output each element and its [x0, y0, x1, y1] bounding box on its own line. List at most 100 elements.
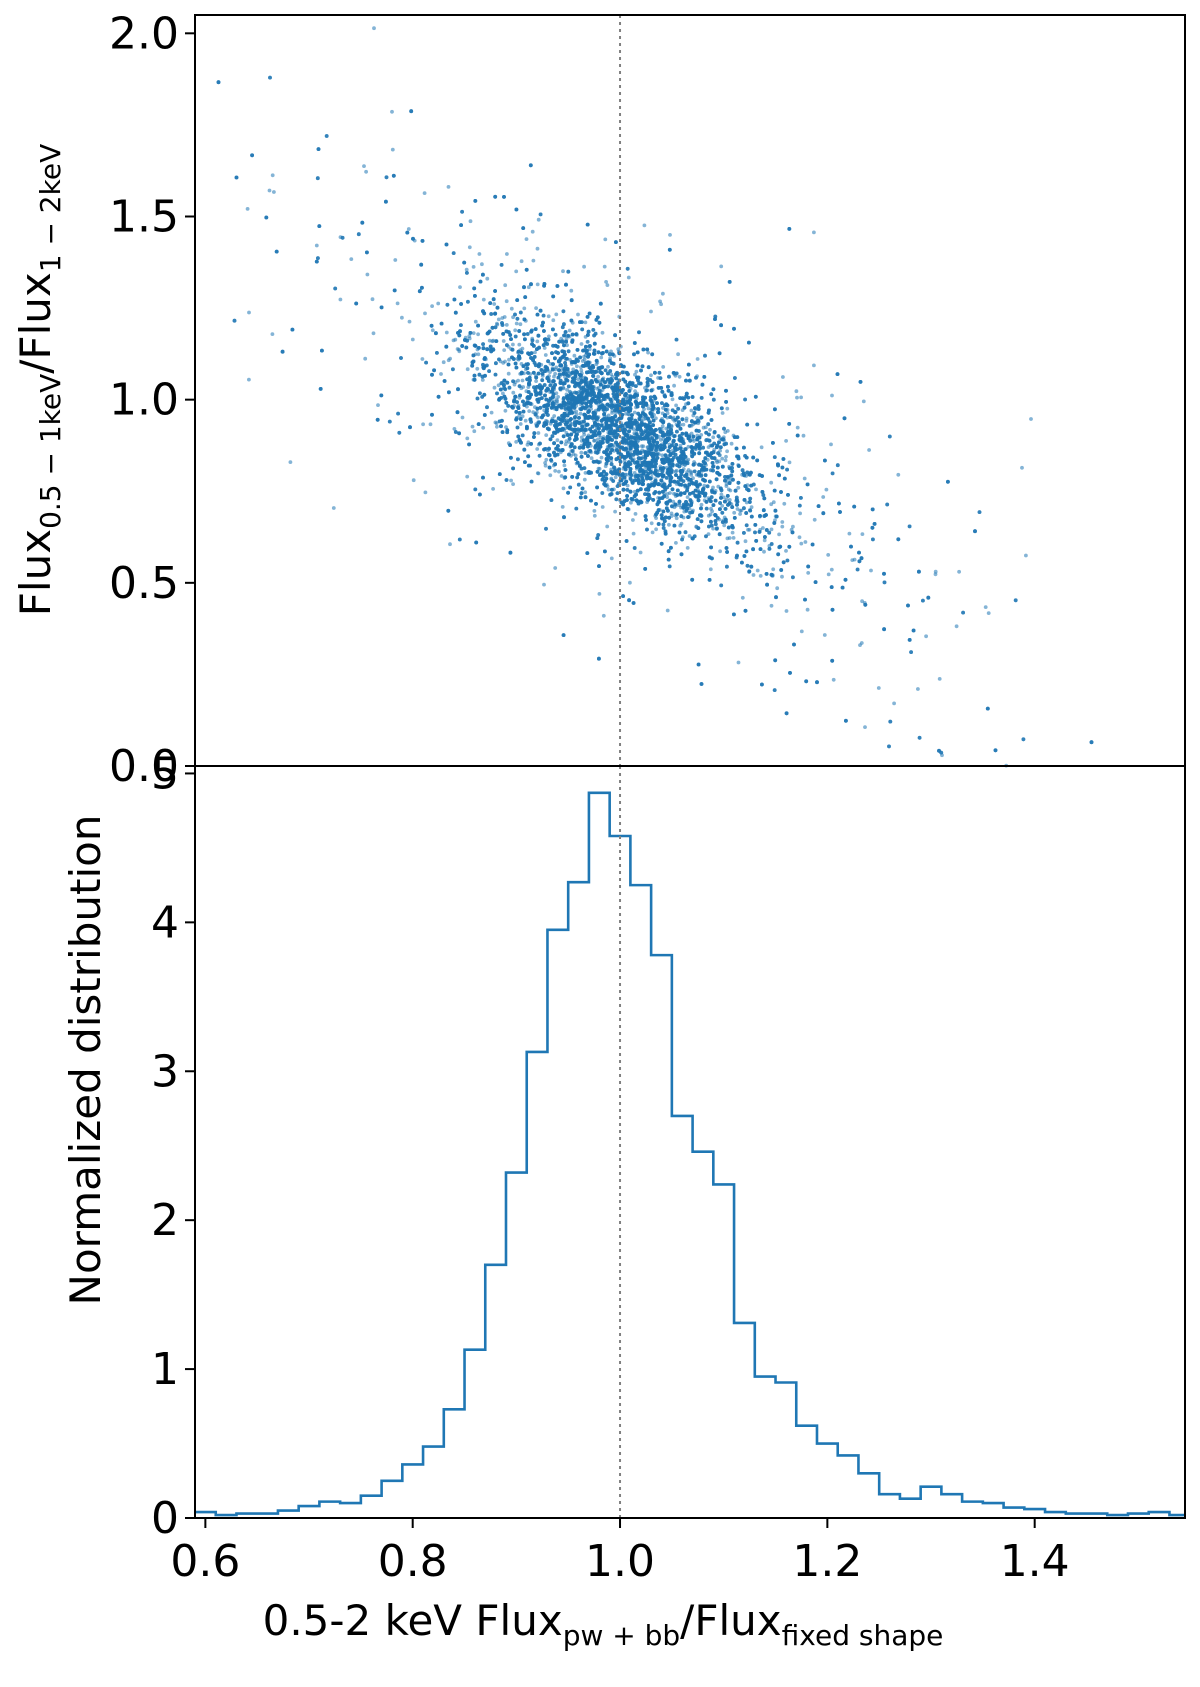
scatter-point — [724, 454, 728, 459]
scatter-point — [270, 332, 275, 336]
scatter-point — [470, 424, 475, 429]
scatter-point — [609, 459, 614, 463]
scatter-point — [554, 312, 559, 317]
scatter-point — [441, 360, 446, 365]
scatter-point — [554, 391, 559, 396]
scatter-point — [641, 444, 646, 449]
scatter-point — [554, 365, 559, 370]
scatter-point — [500, 316, 505, 320]
scatter-point — [513, 328, 518, 333]
scatter-point — [565, 343, 569, 348]
scatter-point — [709, 506, 713, 511]
scatter-point — [536, 471, 541, 476]
scatter-point — [600, 505, 605, 509]
scatter-point — [520, 346, 525, 351]
scatter-point — [578, 411, 583, 416]
scatter-point — [791, 524, 795, 529]
scatter-point — [782, 501, 787, 506]
scatter-point — [717, 459, 722, 464]
scatter-point — [522, 306, 527, 311]
scatter-point — [567, 440, 571, 444]
scatter-point — [721, 495, 726, 500]
scatter-point — [725, 449, 729, 454]
scatter-point — [571, 367, 576, 372]
scatter-point — [583, 490, 588, 495]
scatter-point — [583, 320, 588, 325]
scatter-point — [503, 283, 508, 288]
scatter-point — [722, 523, 727, 528]
scatter-point — [672, 383, 676, 388]
scatter-point — [518, 422, 523, 426]
scatter-point — [863, 725, 867, 729]
scatter-point — [850, 558, 855, 562]
scatter-point — [495, 424, 499, 429]
scatter-point — [428, 422, 433, 427]
scatter-point — [673, 469, 678, 474]
scatter-point — [422, 191, 427, 196]
scatter-point — [986, 611, 991, 615]
scatter-point — [448, 542, 452, 547]
scatter-panel: 0.00.51.01.52.0 Flux0.5 − 1keV/Flux1 − 2… — [11, 8, 1186, 792]
scatter-point — [376, 403, 380, 407]
scatter-point — [771, 567, 776, 572]
scatter-point — [695, 357, 700, 361]
scatter-point — [957, 569, 961, 574]
scatter-point — [720, 411, 725, 415]
scatter-point — [561, 269, 565, 274]
scatter-point — [491, 487, 495, 491]
scatter-point — [723, 458, 728, 463]
scatter-point — [503, 359, 507, 364]
scatter-point — [654, 527, 658, 532]
scatter-point — [695, 415, 699, 420]
scatter-point — [661, 406, 665, 410]
scatter-point — [725, 406, 730, 411]
scatter-point — [769, 527, 774, 532]
scatter-point — [468, 219, 473, 224]
scatter-point — [530, 229, 535, 234]
scatter-point — [861, 399, 866, 404]
scatter-point — [600, 330, 605, 335]
scatter-point — [579, 342, 584, 346]
scatter-point — [665, 495, 670, 500]
scatter-point — [501, 339, 506, 343]
scatter-point — [245, 207, 250, 211]
scatter-point — [674, 541, 678, 545]
scatter-point — [892, 701, 896, 706]
scatter-point — [521, 385, 526, 389]
scatter-point — [802, 476, 807, 481]
scatter-point — [812, 517, 817, 522]
scatter-point — [755, 568, 760, 573]
scatter-point — [812, 363, 816, 368]
scatter-point — [480, 262, 484, 267]
scatter-point — [668, 233, 672, 237]
scatter-point — [579, 368, 584, 373]
scatter-point — [362, 164, 366, 169]
scatter-point — [624, 472, 629, 477]
scatter-point — [689, 431, 694, 436]
scatter-point — [553, 566, 558, 570]
scatter-point — [780, 520, 785, 524]
scatter-point — [536, 415, 540, 420]
scatter-point — [534, 306, 538, 310]
scatter-point — [669, 511, 674, 516]
scatter-point — [667, 522, 671, 527]
scatter-point — [677, 374, 682, 379]
scatter-point — [471, 331, 476, 335]
scatter-point — [406, 227, 411, 231]
scatter-point — [472, 429, 477, 434]
scatter-point — [511, 315, 515, 320]
scatter-point — [597, 592, 602, 596]
scatter-point — [511, 390, 516, 395]
scatter-point — [423, 490, 428, 495]
scatter-point — [473, 319, 478, 324]
scatter-point — [575, 364, 579, 369]
scatter-point — [711, 485, 715, 490]
scatter-point — [631, 518, 635, 522]
scatter-point — [826, 572, 831, 577]
scatter-point — [589, 456, 594, 461]
scatter-point — [799, 395, 803, 400]
scatter-point — [605, 524, 610, 529]
scatter-point — [674, 516, 679, 521]
scatter-point — [548, 473, 553, 478]
scatter-point — [649, 521, 654, 526]
